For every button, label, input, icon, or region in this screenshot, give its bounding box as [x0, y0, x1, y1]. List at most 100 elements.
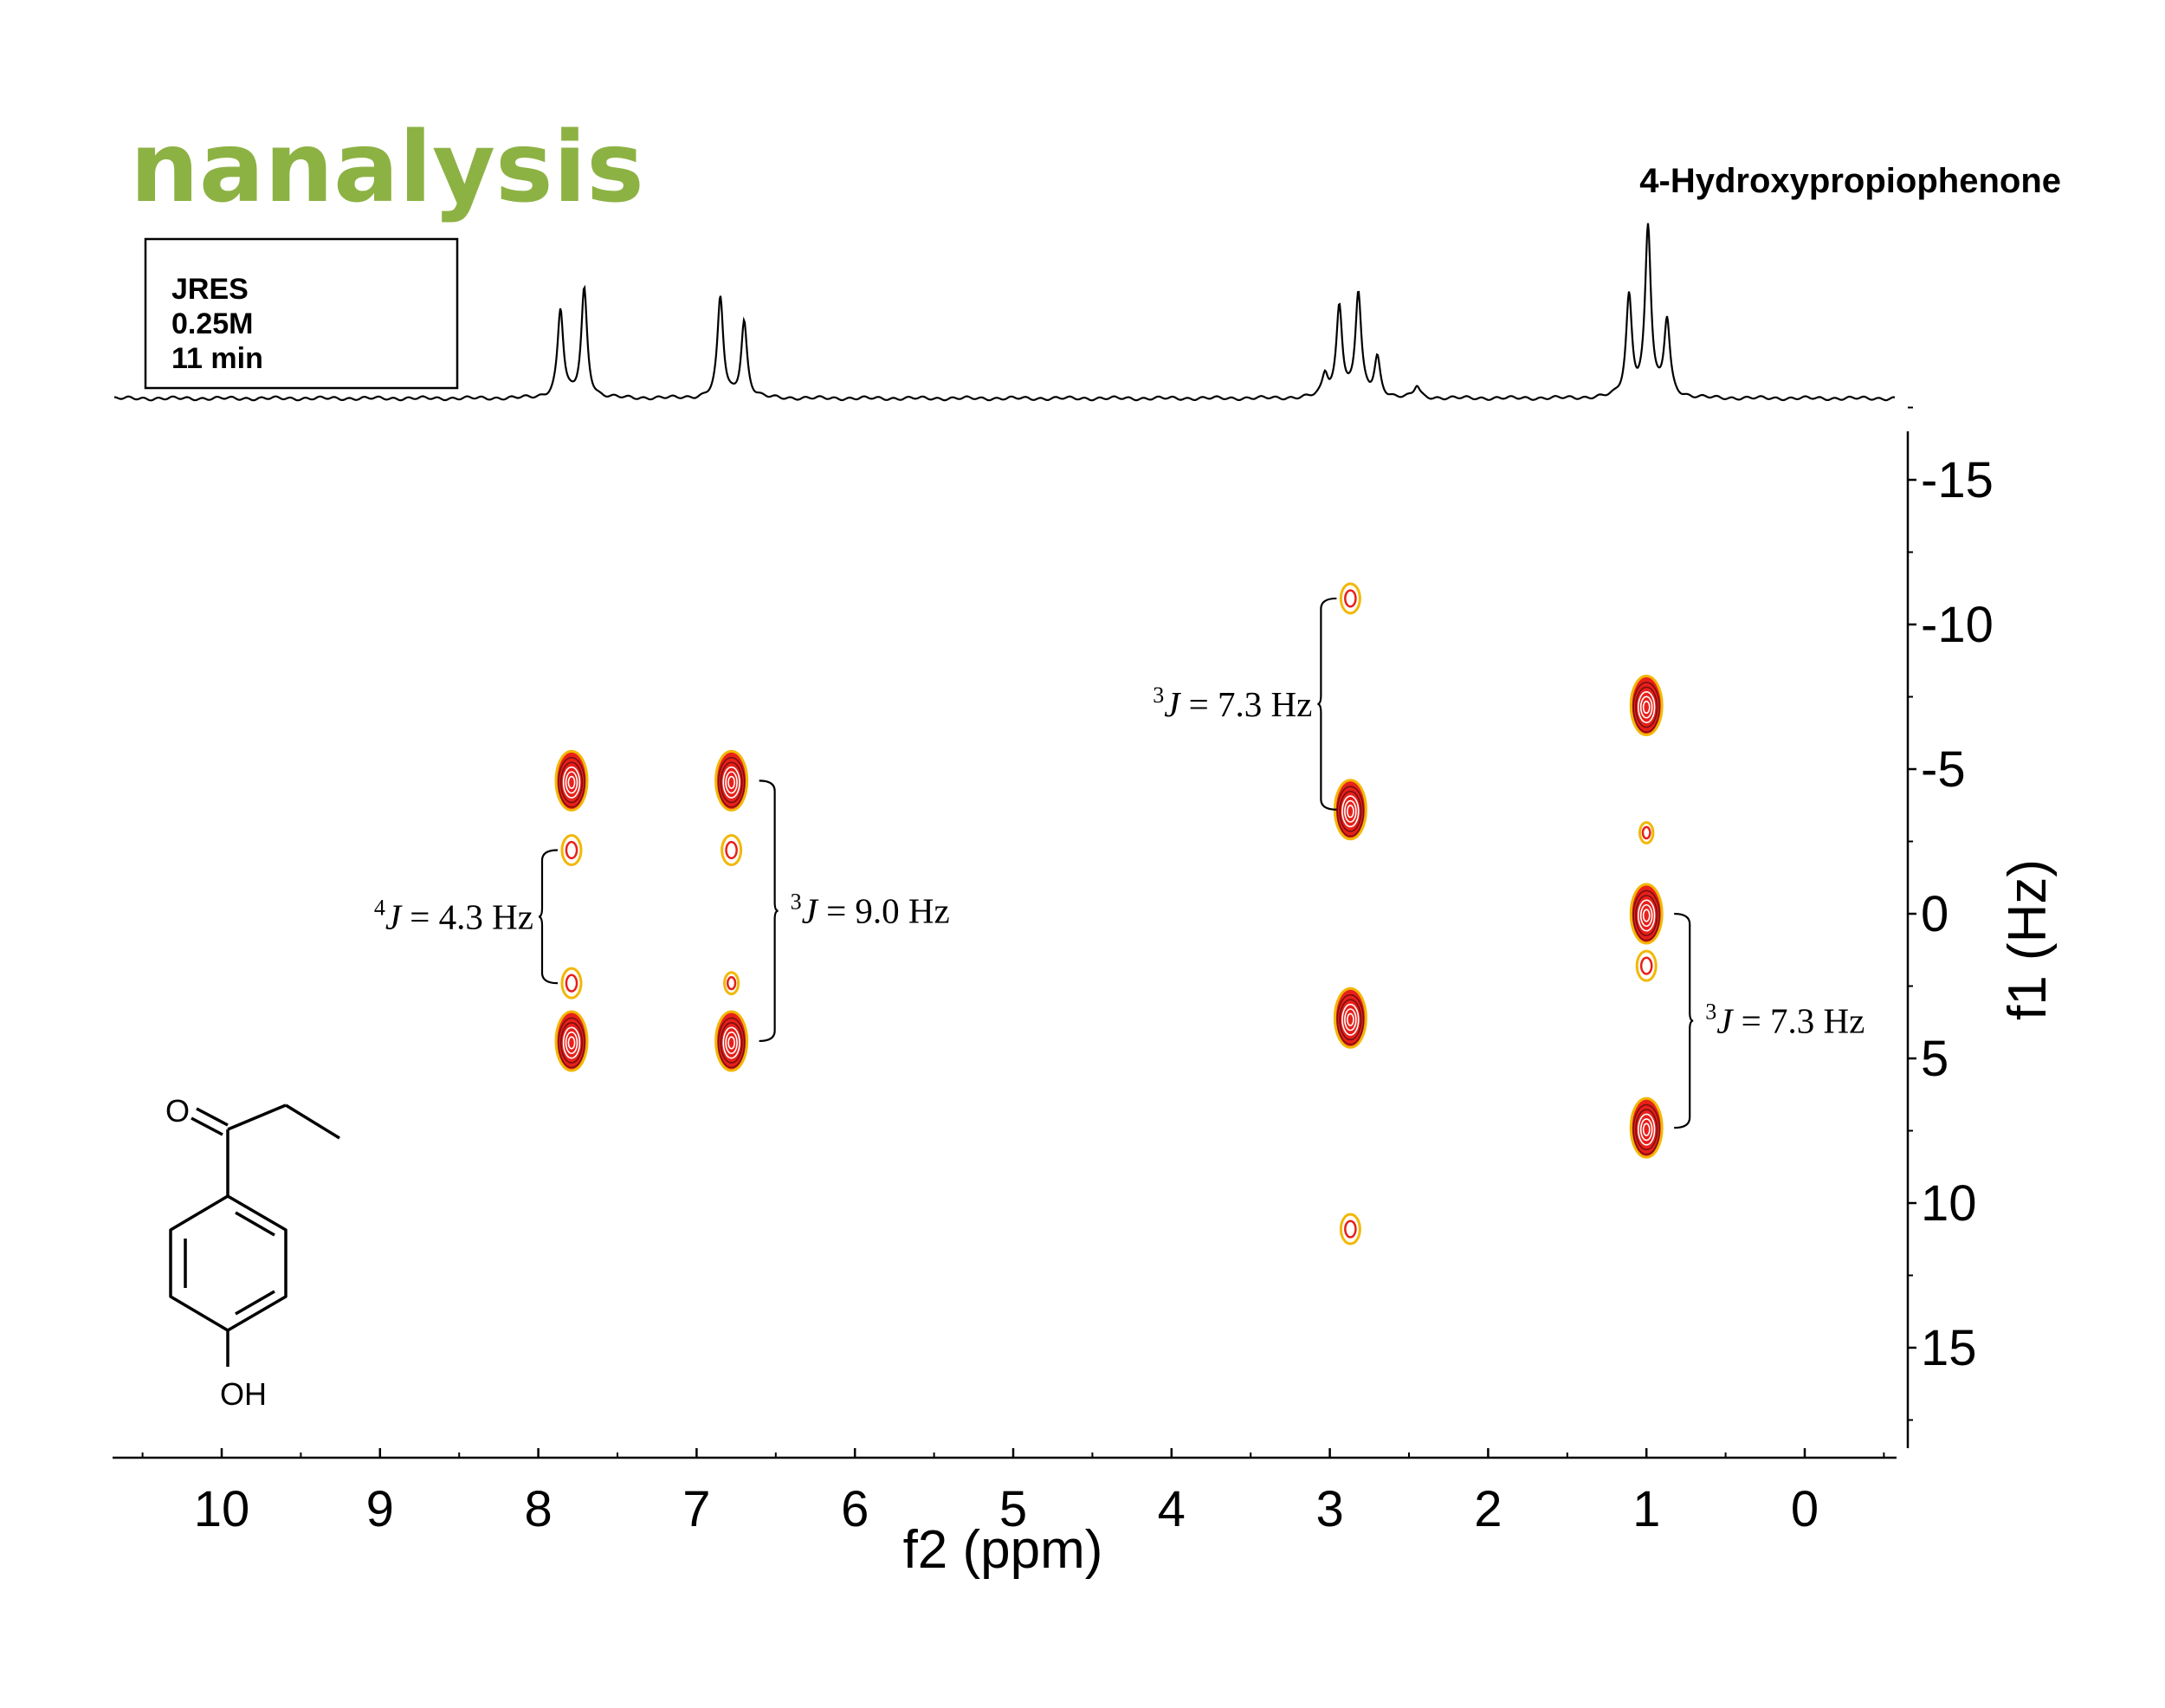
contour-level: [1632, 1103, 1661, 1155]
info-box-frame: [144, 237, 459, 390]
contour-level: [725, 1031, 738, 1054]
contour-level: [565, 974, 578, 993]
contour-level: [727, 1036, 736, 1050]
x-tick-label: 3: [1315, 1481, 1343, 1537]
contour-level-outer: [560, 834, 583, 867]
contour-level: [567, 775, 576, 789]
coupling-label: 3J = 7.3 Hz: [1705, 1000, 1864, 1041]
contour-level-outer: [1635, 949, 1658, 982]
bracket: [1674, 912, 1694, 1129]
benzene-ring: [169, 1194, 288, 1332]
contour-level: [1639, 695, 1653, 719]
contour-level: [562, 1026, 581, 1059]
contour-level: [565, 840, 578, 860]
contour-level: [567, 1036, 576, 1050]
carbonyl-bond-2: [191, 1116, 223, 1136]
x-tick-label: 4: [1158, 1481, 1186, 1537]
contour-peak: [714, 749, 749, 812]
contour-level: [1635, 686, 1658, 728]
y-tick-label: 0: [1921, 886, 1948, 942]
contour-level: [1336, 993, 1365, 1045]
contour-peak: [560, 834, 583, 867]
contour-level: [559, 761, 584, 804]
contour-level: [1339, 790, 1362, 832]
ring-double-2: [235, 1211, 275, 1237]
contour-level: [565, 1031, 578, 1054]
contour-peak: [1333, 987, 1367, 1049]
y-tick-label: 15: [1921, 1320, 1977, 1376]
hydroxyl-label: OH: [220, 1376, 267, 1412]
x-ticks: 10 9 8 7 6 5 4 3 2 1 0: [141, 1448, 1885, 1537]
contour-level: [1638, 899, 1656, 932]
contour-level: [1344, 1008, 1357, 1032]
x-tick-label: 2: [1474, 1481, 1502, 1537]
contour-peak: [1629, 883, 1664, 945]
bond-ch2: [227, 1103, 287, 1131]
contour-peak: [723, 971, 740, 996]
carbonyl-bond-1: [196, 1107, 229, 1127]
coupling-annotation: 3J = 7.3 Hz: [1153, 597, 1337, 811]
contour-peak: [554, 749, 589, 812]
contour-level-outer: [721, 834, 743, 867]
contour-peak: [1635, 949, 1658, 982]
contour-peaks: [554, 582, 1664, 1245]
contour-peak: [554, 1010, 589, 1072]
info-experiment: JRES: [171, 273, 249, 306]
y-tick-label: -5: [1921, 741, 1966, 798]
y-tick-label: 5: [1921, 1031, 1948, 1087]
contour-level: [727, 775, 736, 789]
contour-peak: [560, 967, 583, 1000]
x-tick-label: 6: [841, 1481, 869, 1537]
x-axis-label: f2 (ppm): [903, 1520, 1103, 1580]
contour-level-outer: [723, 971, 740, 996]
contour-level: [717, 1017, 746, 1069]
info-duration: 11 min: [171, 342, 263, 375]
contour-level: [1339, 999, 1362, 1041]
contour-level: [562, 766, 581, 799]
contour-peak: [1339, 582, 1361, 615]
contour-level: [1638, 1113, 1656, 1146]
contour-level: [1341, 795, 1360, 828]
contour-level: [720, 761, 743, 804]
chemical-structure: [169, 1103, 340, 1367]
contour-level: [565, 771, 578, 794]
contour-level: [559, 1022, 584, 1064]
contour-level: [1336, 786, 1365, 838]
coupling-annotation: 3J = 7.3 Hz: [1674, 912, 1864, 1129]
contour-level: [720, 1022, 743, 1064]
contour-level: [1642, 700, 1651, 715]
y-tick-label: 10: [1921, 1175, 1977, 1232]
contour-level: [722, 766, 740, 799]
bond-ch3: [285, 1103, 340, 1140]
contour-level: [1638, 691, 1656, 724]
contour-peak: [1629, 1097, 1664, 1159]
contour-level: [1344, 799, 1357, 823]
oxygen-label: O: [165, 1093, 190, 1129]
contour-level-outer: [1339, 582, 1361, 615]
contour-level: [1642, 1122, 1651, 1136]
info-box: JRES 0.25M 11 min: [144, 237, 459, 390]
contour-level: [1639, 903, 1653, 928]
contour-level-outer: [560, 967, 583, 1000]
contour-level: [1632, 682, 1661, 733]
x-tick-label: 8: [524, 1481, 552, 1537]
contour-peak: [1629, 675, 1664, 737]
x-tick-label: 9: [366, 1481, 394, 1537]
contour-level: [1635, 1109, 1658, 1151]
contour-level-outer: [1638, 821, 1655, 844]
coupling-annotation: 4J = 4.3 Hz: [374, 849, 559, 985]
contour-level: [1341, 1003, 1360, 1036]
coupling-label: 3J = 7.3 Hz: [1153, 683, 1312, 724]
contour-peak: [721, 834, 743, 867]
coupling-label: 3J = 9.0 Hz: [791, 890, 950, 931]
contour-level: [1639, 1118, 1653, 1142]
contour-level: [1641, 825, 1651, 840]
contour-level: [1635, 895, 1658, 936]
contour-level: [1344, 589, 1357, 608]
contour-peak: [1333, 779, 1367, 841]
contour-level: [725, 771, 738, 794]
contour-peak: [1339, 1213, 1361, 1245]
contour-level: [722, 1026, 740, 1059]
bracket: [759, 780, 779, 1043]
